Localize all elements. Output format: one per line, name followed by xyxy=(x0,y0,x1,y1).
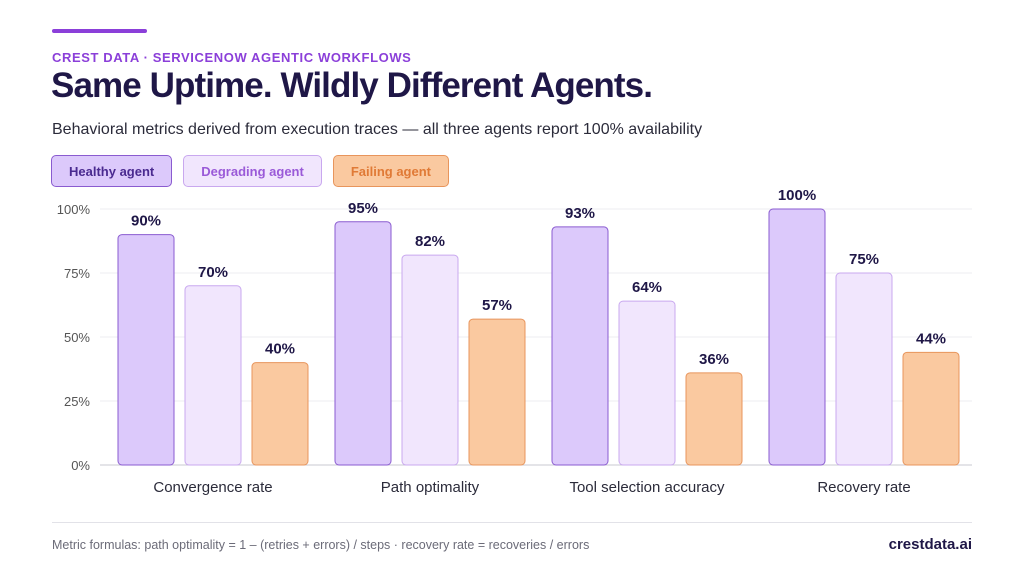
metric-formulas-note: Metric formulas: path optimality = 1 – (… xyxy=(52,538,590,552)
brand-link[interactable]: crestdata.ai xyxy=(888,536,972,553)
x-category-label: Recovery rate xyxy=(817,479,910,496)
bar-failing xyxy=(685,372,743,466)
bar-failing xyxy=(902,351,960,466)
page-title: Same Uptime. Wildly Different Agents. xyxy=(51,66,653,105)
legend-healthy[interactable]: Healthy agent xyxy=(51,155,173,187)
legend-failing[interactable]: Failing agent xyxy=(332,155,449,187)
bar-value-label: 100% xyxy=(778,187,816,204)
bar-healthy xyxy=(551,226,609,466)
bar-degrading xyxy=(618,300,676,466)
x-category-label: Tool selection accuracy xyxy=(569,479,725,496)
eyebrow-label: CREST DATA · SERVICENOW AGENTIC WORKFLOW… xyxy=(52,50,412,65)
bar-value-label: 82% xyxy=(415,233,445,250)
bar-healthy xyxy=(117,234,175,466)
bar-value-label: 90% xyxy=(131,213,161,230)
y-tick-label: 75% xyxy=(64,266,90,281)
bar-value-label: 95% xyxy=(348,200,378,217)
accent-line xyxy=(52,29,147,33)
legend: Healthy agent Degrading agent Failing ag… xyxy=(51,155,449,187)
bar-degrading xyxy=(184,285,242,466)
bar-value-label: 57% xyxy=(482,297,512,314)
x-category-label: Path optimality xyxy=(381,479,480,496)
legend-degrading[interactable]: Degrading agent xyxy=(183,155,322,187)
bar-value-label: 75% xyxy=(849,251,879,268)
bar-healthy xyxy=(768,208,826,466)
bar-value-label: 64% xyxy=(632,279,662,296)
bar-value-label: 40% xyxy=(265,341,295,358)
y-tick-label: 0% xyxy=(71,458,90,473)
bar-failing xyxy=(468,318,526,466)
y-tick-label: 50% xyxy=(64,330,90,345)
bar-value-label: 70% xyxy=(198,264,228,281)
page-subtitle: Behavioral metrics derived from executio… xyxy=(52,121,703,138)
bar-failing xyxy=(251,362,309,466)
bar-value-label: 36% xyxy=(699,351,729,368)
x-category-label: Convergence rate xyxy=(153,479,272,496)
y-tick-label: 25% xyxy=(64,394,90,409)
bar-degrading xyxy=(401,254,459,466)
footer-divider xyxy=(52,522,972,523)
bar-healthy xyxy=(334,221,392,466)
bar-value-label: 44% xyxy=(916,330,946,347)
bar-value-label: 93% xyxy=(565,205,595,222)
bar-degrading xyxy=(835,272,893,466)
y-tick-label: 100% xyxy=(57,202,91,217)
